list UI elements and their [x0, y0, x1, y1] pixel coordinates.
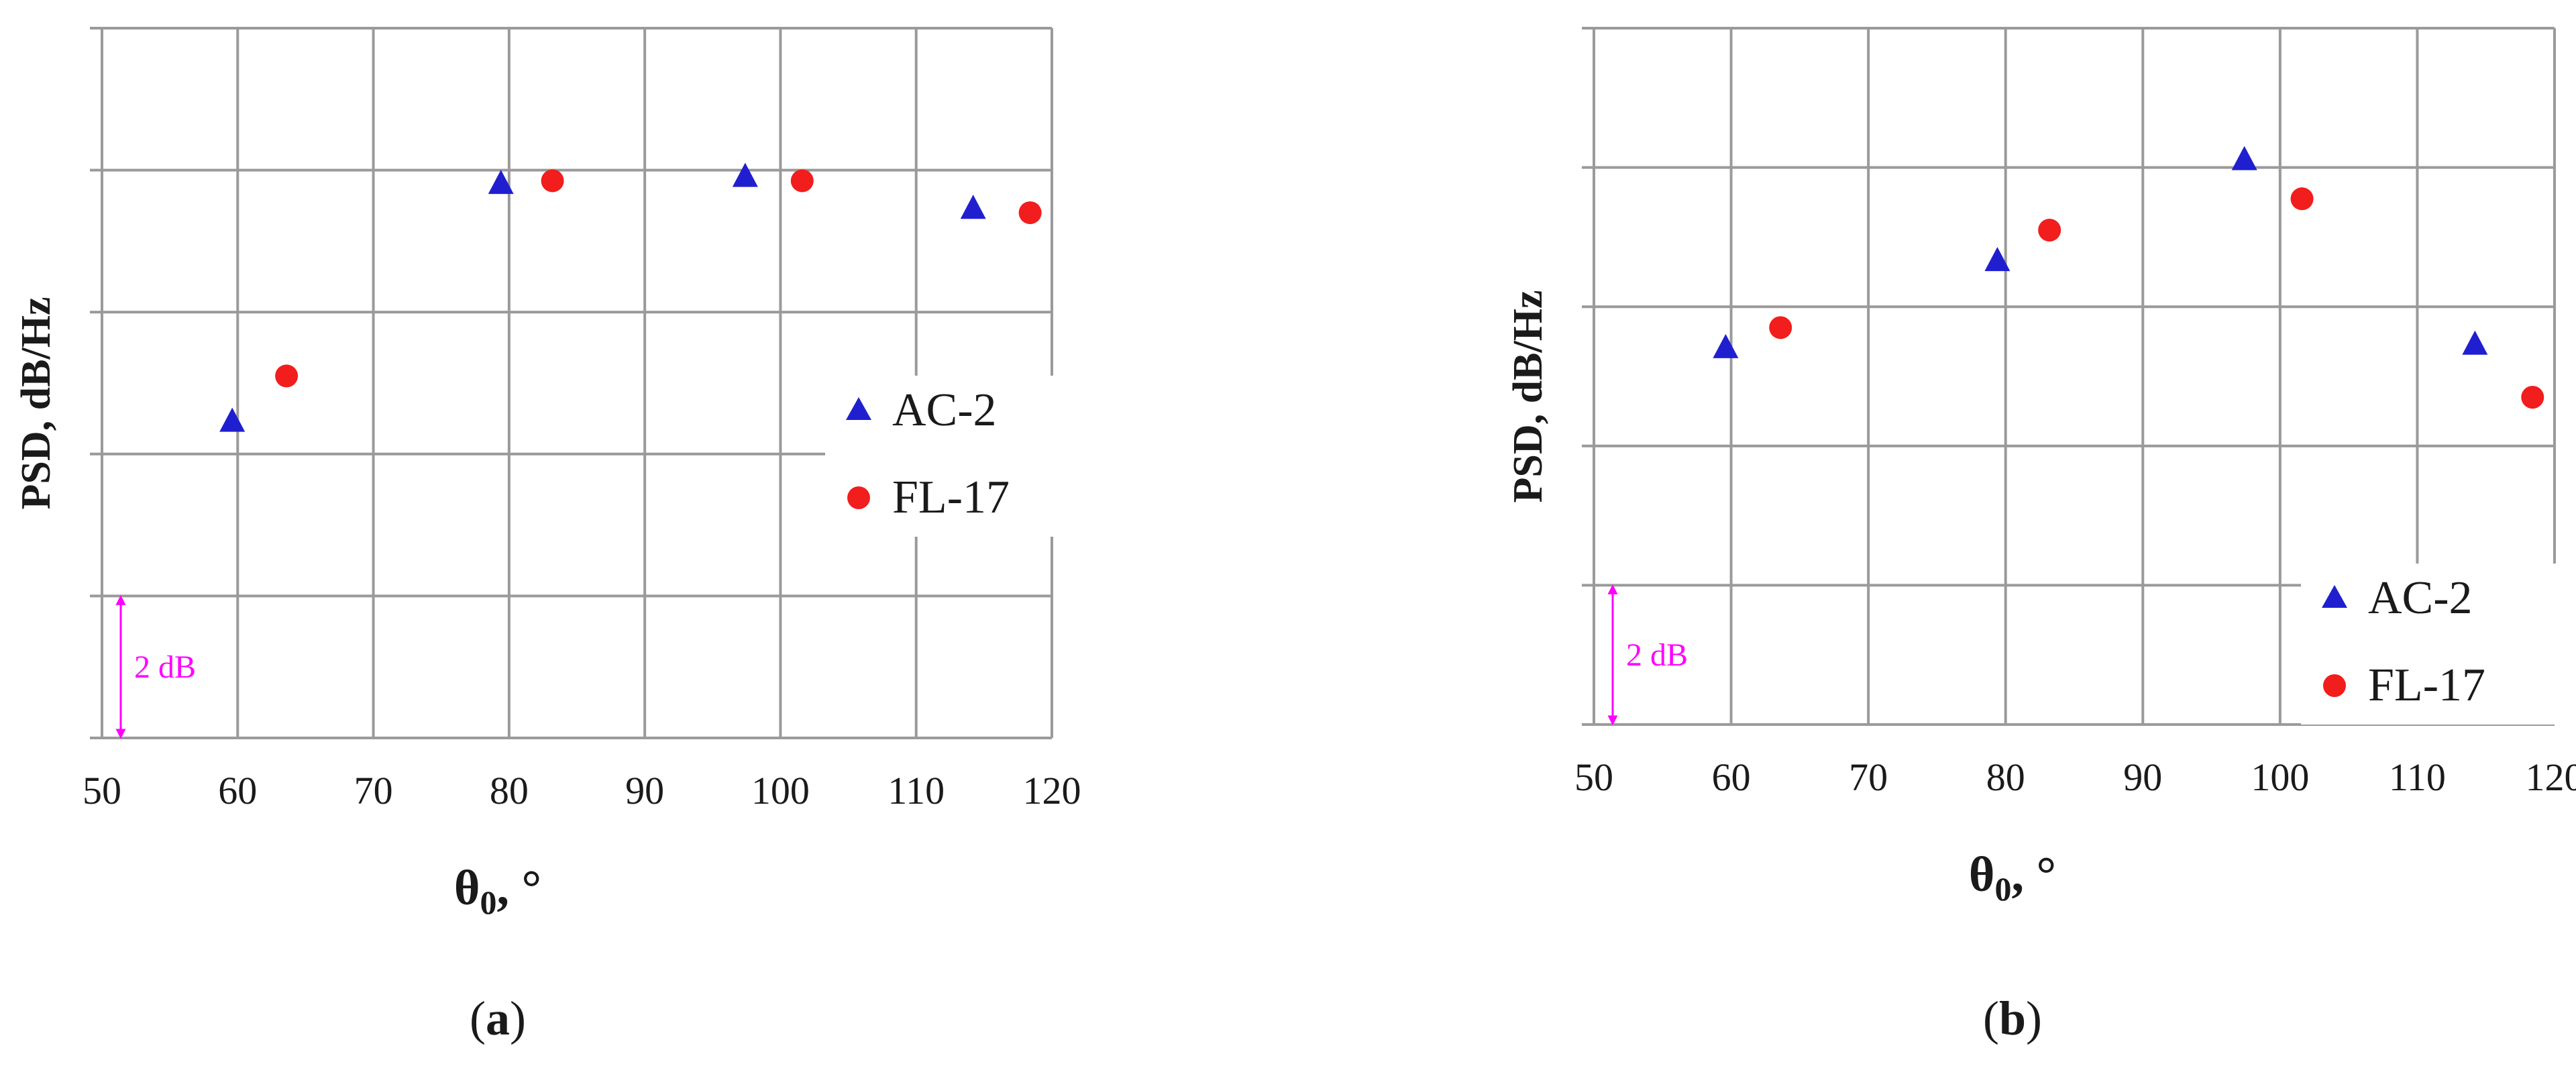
panel-label: (a) — [470, 992, 526, 1045]
x-tick-label: 100 — [2251, 755, 2309, 799]
x-tick-label: 120 — [2526, 755, 2576, 799]
x-tick-label: 100 — [751, 769, 810, 812]
data-point-fl-17 — [2038, 219, 2061, 242]
legend-marker-fl-17 — [2323, 674, 2346, 697]
scale-bar-label: 2 dB — [1626, 637, 1688, 673]
x-axis-label: θ0, ° — [454, 861, 541, 921]
x-tick-label: 110 — [888, 769, 945, 812]
data-point-fl-17 — [541, 169, 564, 192]
legend-label-fl-17: FL-17 — [2368, 659, 2485, 711]
data-point-fl-17 — [2521, 386, 2544, 409]
x-tick-label: 60 — [218, 769, 257, 812]
legend-label-ac-2: AC-2 — [2368, 572, 2473, 624]
legend-label-ac-2: AC-2 — [892, 384, 997, 436]
x-tick-label: 120 — [1023, 769, 1081, 812]
x-tick-label: 90 — [2123, 755, 2162, 799]
x-tick-label: 70 — [354, 769, 393, 812]
data-point-fl-17 — [791, 169, 814, 192]
data-point-ac-2 — [2232, 146, 2257, 170]
chart-panel-b: 50 60 70 80 90 100 110 120 θ0, ° PSD, dB/Hz 2 dB AC… — [1505, 28, 2576, 1045]
data-point-ac-2 — [961, 195, 986, 219]
data-point-fl-17 — [2291, 187, 2314, 210]
x-tick-label: 90 — [625, 769, 664, 812]
data-point-ac-2 — [1713, 334, 1738, 358]
x-tick-label: 50 — [1574, 755, 1613, 799]
legend-label-fl-17: FL-17 — [892, 472, 1010, 523]
y-axis-label: PSD, dB/Hz — [13, 297, 59, 510]
x-tick-label: 80 — [490, 769, 529, 812]
x-tick-label: 80 — [1986, 755, 2025, 799]
x-tick-label: 110 — [2389, 755, 2446, 799]
data-point-ac-2 — [2462, 331, 2487, 355]
data-point-fl-17 — [275, 364, 298, 387]
data-point-ac-2 — [219, 408, 245, 432]
chart-panel-a: 50 60 70 80 90 100 110 120 θ0, ° PSD, dB/Hz 2 dB AC… — [13, 28, 1081, 1045]
x-tick-label: 60 — [1712, 755, 1751, 799]
scale-bar-label: 2 dB — [134, 649, 196, 685]
x-tick-label: 70 — [1849, 755, 1888, 799]
data-point-fl-17 — [1019, 201, 1042, 224]
x-tick-label: 50 — [83, 769, 121, 812]
data-point-fl-17 — [1769, 316, 1792, 339]
data-point-ac-2 — [733, 163, 758, 187]
panel-label: (b) — [1983, 992, 2042, 1045]
x-axis-label: θ0, ° — [1969, 847, 2056, 908]
legend-marker-fl-17 — [847, 486, 870, 509]
legend: AC-2 FL-17 — [2301, 564, 2576, 725]
y-axis-label: PSD, dB/Hz — [1505, 290, 1551, 503]
legend: AC-2 FL-17 — [825, 376, 1073, 537]
